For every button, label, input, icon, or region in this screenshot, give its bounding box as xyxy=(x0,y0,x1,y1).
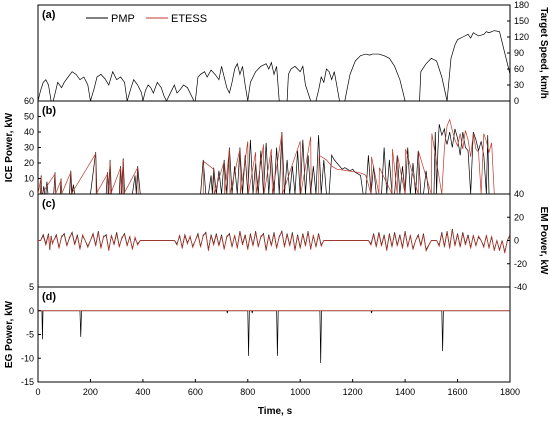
y-axis-label-d: EG Power, kW xyxy=(4,300,15,368)
panel-d: (d) -15 -10 -5 0 5 EG Power, kW xyxy=(4,282,511,387)
ytick-label-d-1: -10 xyxy=(21,353,34,363)
xtick-label-4: 800 xyxy=(240,387,255,397)
ytick-label-a-2: 60 xyxy=(514,64,524,74)
ytick-label-a-5: 150 xyxy=(514,16,529,26)
ytick-label-c-1: -20 xyxy=(514,259,527,269)
legend: PMP ETESS xyxy=(86,13,207,25)
x-axis: 0 200 400 600 800 1000 1200 1400 1600 1800 xyxy=(35,379,520,397)
panel-label-b: (b) xyxy=(42,105,56,117)
ytick-label-b-3: 30 xyxy=(24,143,34,153)
ytick-label-b-1: 10 xyxy=(24,174,34,184)
panels-group: (a) 0 30 60 90 120 150 180 Target Speed, km/h (b)… xyxy=(4,0,549,387)
ytick-label-d-2: -5 xyxy=(26,330,34,340)
ytick-label-c-2: 0 xyxy=(514,236,519,246)
ytick-label-d-4: 5 xyxy=(29,282,34,292)
ytick-label-b-5: 50 xyxy=(24,112,34,122)
series-line-c-etess xyxy=(38,229,511,254)
xtick-label-6: 1200 xyxy=(343,387,363,397)
ytick-label-b-2: 20 xyxy=(24,158,34,168)
xtick-label-2: 400 xyxy=(135,387,150,397)
xtick-label-8: 1600 xyxy=(448,387,468,397)
ytick-label-d-0: -15 xyxy=(21,377,34,387)
y-axis-label-a: Target Speed, km/h xyxy=(538,7,549,99)
ytick-label-c-3: 20 xyxy=(514,212,524,222)
xtick-label-5: 1000 xyxy=(290,387,310,397)
series-line-d-pmp xyxy=(38,310,510,364)
ytick-label-a-1: 30 xyxy=(514,80,524,90)
ytick-label-a-4: 120 xyxy=(514,32,529,42)
panel-label-d: (d) xyxy=(42,291,56,303)
panel-label-a: (a) xyxy=(42,9,56,21)
ytick-label-a-3: 90 xyxy=(514,48,524,58)
ytick-label-c-0: -40 xyxy=(514,282,527,292)
ytick-label-b-0: 0 xyxy=(29,189,34,199)
ytick-label-b-4: 40 xyxy=(24,127,34,137)
x-axis-label: Time, s xyxy=(258,406,293,417)
ytick-label-c-4: 40 xyxy=(514,189,524,199)
ytick-label-a-0: 0 xyxy=(514,96,519,106)
xtick-label-0: 0 xyxy=(35,387,40,397)
xtick-label-1: 200 xyxy=(83,387,98,397)
ytick-label-d-3: 0 xyxy=(29,306,34,316)
ytick-label-b-6: 60 xyxy=(24,96,34,106)
xtick-label-7: 1400 xyxy=(395,387,415,397)
xtick-label-3: 600 xyxy=(188,387,203,397)
y-axis-label-b: ICE Power, kW xyxy=(4,112,15,182)
panel-label-c: (c) xyxy=(42,198,56,210)
legend-label-pmp: PMP xyxy=(111,13,135,25)
legend-label-etess: ETESS xyxy=(171,13,207,25)
y-axis-label-c: EM Power, kW xyxy=(538,207,549,275)
xtick-label-9: 1800 xyxy=(500,387,520,397)
ytick-label-a-6: 180 xyxy=(514,0,529,10)
